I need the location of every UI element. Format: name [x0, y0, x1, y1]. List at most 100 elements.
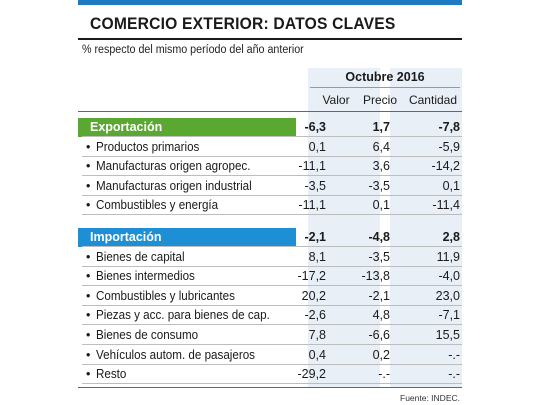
bullet-icon: • — [86, 288, 91, 303]
column-header-valor: Valor — [322, 93, 350, 107]
table-bottom-rule — [78, 386, 462, 388]
row-label: Vehículos autom. de pasajeros — [96, 347, 255, 362]
section-label: Importación — [78, 228, 296, 247]
period-rule — [310, 87, 460, 88]
chart-subtitle: % respecto del mismo período del año ant… — [82, 44, 304, 56]
table-row: • Combustibles y lubricantes 20,2 -2,1 23,0 — [78, 287, 462, 306]
cell-cantidad: -.- — [448, 347, 460, 362]
section-total-valor: -2,1 — [304, 230, 326, 244]
table-row: • Resto -29,2 -.- -.- — [78, 365, 462, 385]
cell-precio: -3,5 — [368, 178, 390, 193]
cell-precio: 3,6 — [372, 159, 390, 174]
column-header-cantidad: Cantidad — [408, 93, 458, 107]
row-divider — [82, 383, 462, 385]
section-total-precio: 1,7 — [372, 120, 390, 134]
row-divider — [82, 194, 462, 196]
period-header: Octubre 2016 — [345, 70, 425, 84]
section-total-valor: -6,3 — [304, 120, 326, 134]
cell-valor: 8,1 — [308, 249, 326, 264]
column-header-precio: Precio — [362, 93, 397, 107]
table-row: • Bienes intermedios -17,2 -13,8 -4,0 — [78, 267, 462, 287]
section-row-exp: Exportación -6,3 1,7 -7,8 — [78, 118, 462, 137]
cell-precio: 0,2 — [372, 347, 390, 362]
row-label: Bienes de consumo — [96, 328, 199, 342]
source-note: Fuente: INDEC. — [400, 393, 460, 403]
row-divider — [82, 363, 462, 365]
bullet-icon: • — [86, 269, 91, 284]
bullet-icon: • — [86, 249, 91, 264]
row-divider — [82, 285, 462, 287]
cell-cantidad: 23,0 — [435, 288, 460, 303]
cell-valor: -3,5 — [304, 178, 326, 193]
row-label: Combustibles y lubricantes — [96, 288, 235, 303]
table-row: • Piezas y acc. para bienes de cap. -2,6 4,… — [78, 306, 462, 326]
cell-valor: -11,1 — [298, 159, 326, 174]
bullet-icon: • — [86, 367, 91, 382]
row-label: Bienes intermedios — [96, 269, 195, 284]
row-divider — [82, 344, 462, 345]
section-total-precio: -4,8 — [368, 230, 390, 244]
cell-valor: 7,8 — [308, 328, 326, 342]
cell-valor: 0,1 — [308, 139, 326, 154]
table-row: • Combustibles y energía -11,1 0,1 -11,4 — [78, 196, 462, 216]
row-label: Bienes de capital — [96, 249, 185, 264]
title-rule — [78, 38, 462, 40]
row-divider — [82, 214, 462, 216]
section-row-imp: Importación -2,1 -4,8 2,8 — [78, 228, 462, 247]
column-shade-cantidad — [390, 68, 462, 387]
row-divider — [82, 155, 462, 157]
cell-cantidad: 11,9 — [436, 249, 460, 264]
row-label: Manufacturas origen industrial — [96, 178, 252, 193]
row-divider — [82, 304, 462, 306]
table-row: • Manufacturas origen industrial -3,5 -3,5 0… — [78, 177, 462, 196]
header-rule — [78, 111, 462, 112]
cell-valor: -17,2 — [297, 269, 327, 284]
cell-cantidad: -4,0 — [438, 269, 460, 284]
row-label: Productos primarios — [96, 139, 200, 154]
row-label: Combustibles y energía — [96, 198, 219, 213]
section-total-cantidad: 2,8 — [442, 230, 460, 244]
cell-cantidad: -5,9 — [438, 139, 460, 154]
bullet-icon: • — [86, 139, 91, 154]
cell-cantidad: -14,2 — [431, 159, 461, 174]
cell-cantidad: 0,1 — [442, 178, 460, 193]
row-divider — [82, 246, 462, 247]
row-label: Piezas y acc. para bienes de cap. — [96, 308, 270, 323]
cell-valor: -2,6 — [304, 308, 326, 323]
cell-precio: 6,4 — [372, 139, 390, 154]
row-divider — [82, 324, 462, 326]
cell-precio: -2,1 — [368, 288, 390, 303]
cell-cantidad: -.- — [448, 367, 460, 382]
table-row: • Productos primarios 0,1 6,4 -5,9 — [78, 138, 462, 157]
row-divider — [82, 136, 462, 137]
cell-precio: 0,1 — [372, 198, 390, 213]
table-row: • Bienes de consumo 7,8 -6,6 15,5 — [78, 326, 462, 345]
bullet-icon: • — [86, 178, 91, 193]
section-total-cantidad: -7,8 — [438, 120, 460, 134]
cell-precio: -6,6 — [368, 328, 390, 342]
column-shade-valor — [308, 68, 380, 387]
bullet-icon: • — [86, 159, 91, 174]
bullet-icon: • — [86, 198, 91, 213]
cell-valor: 20,2 — [301, 288, 326, 303]
table-row: • Manufacturas origen agropec. -11,1 3,6 -14… — [78, 157, 462, 177]
table-row: • Bienes de capital 8,1 -3,5 11,9 — [78, 248, 462, 267]
row-label: Resto — [96, 367, 127, 382]
cell-valor: 0,4 — [308, 347, 326, 362]
bullet-icon: • — [86, 328, 91, 342]
row-divider — [82, 265, 462, 267]
chart-title: COMERCIO EXTERIOR: DATOS CLAVES — [90, 14, 396, 33]
cell-cantidad: -11,4 — [432, 198, 460, 213]
bullet-icon: • — [86, 347, 91, 362]
row-divider — [82, 175, 462, 177]
cell-cantidad: 15,5 — [435, 328, 460, 342]
cell-precio: -13,8 — [361, 269, 391, 284]
cell-valor: -29,2 — [297, 367, 327, 382]
bullet-icon: • — [86, 308, 91, 323]
section-label: Exportación — [78, 118, 296, 137]
top-accent-bar — [78, 0, 462, 5]
cell-cantidad: -7,1 — [438, 308, 460, 323]
cell-valor: -11,1 — [298, 198, 326, 213]
table-row: • Vehículos autom. de pasajeros 0,4 0,2 -.- — [78, 346, 462, 365]
cell-precio: 4,8 — [372, 308, 390, 323]
